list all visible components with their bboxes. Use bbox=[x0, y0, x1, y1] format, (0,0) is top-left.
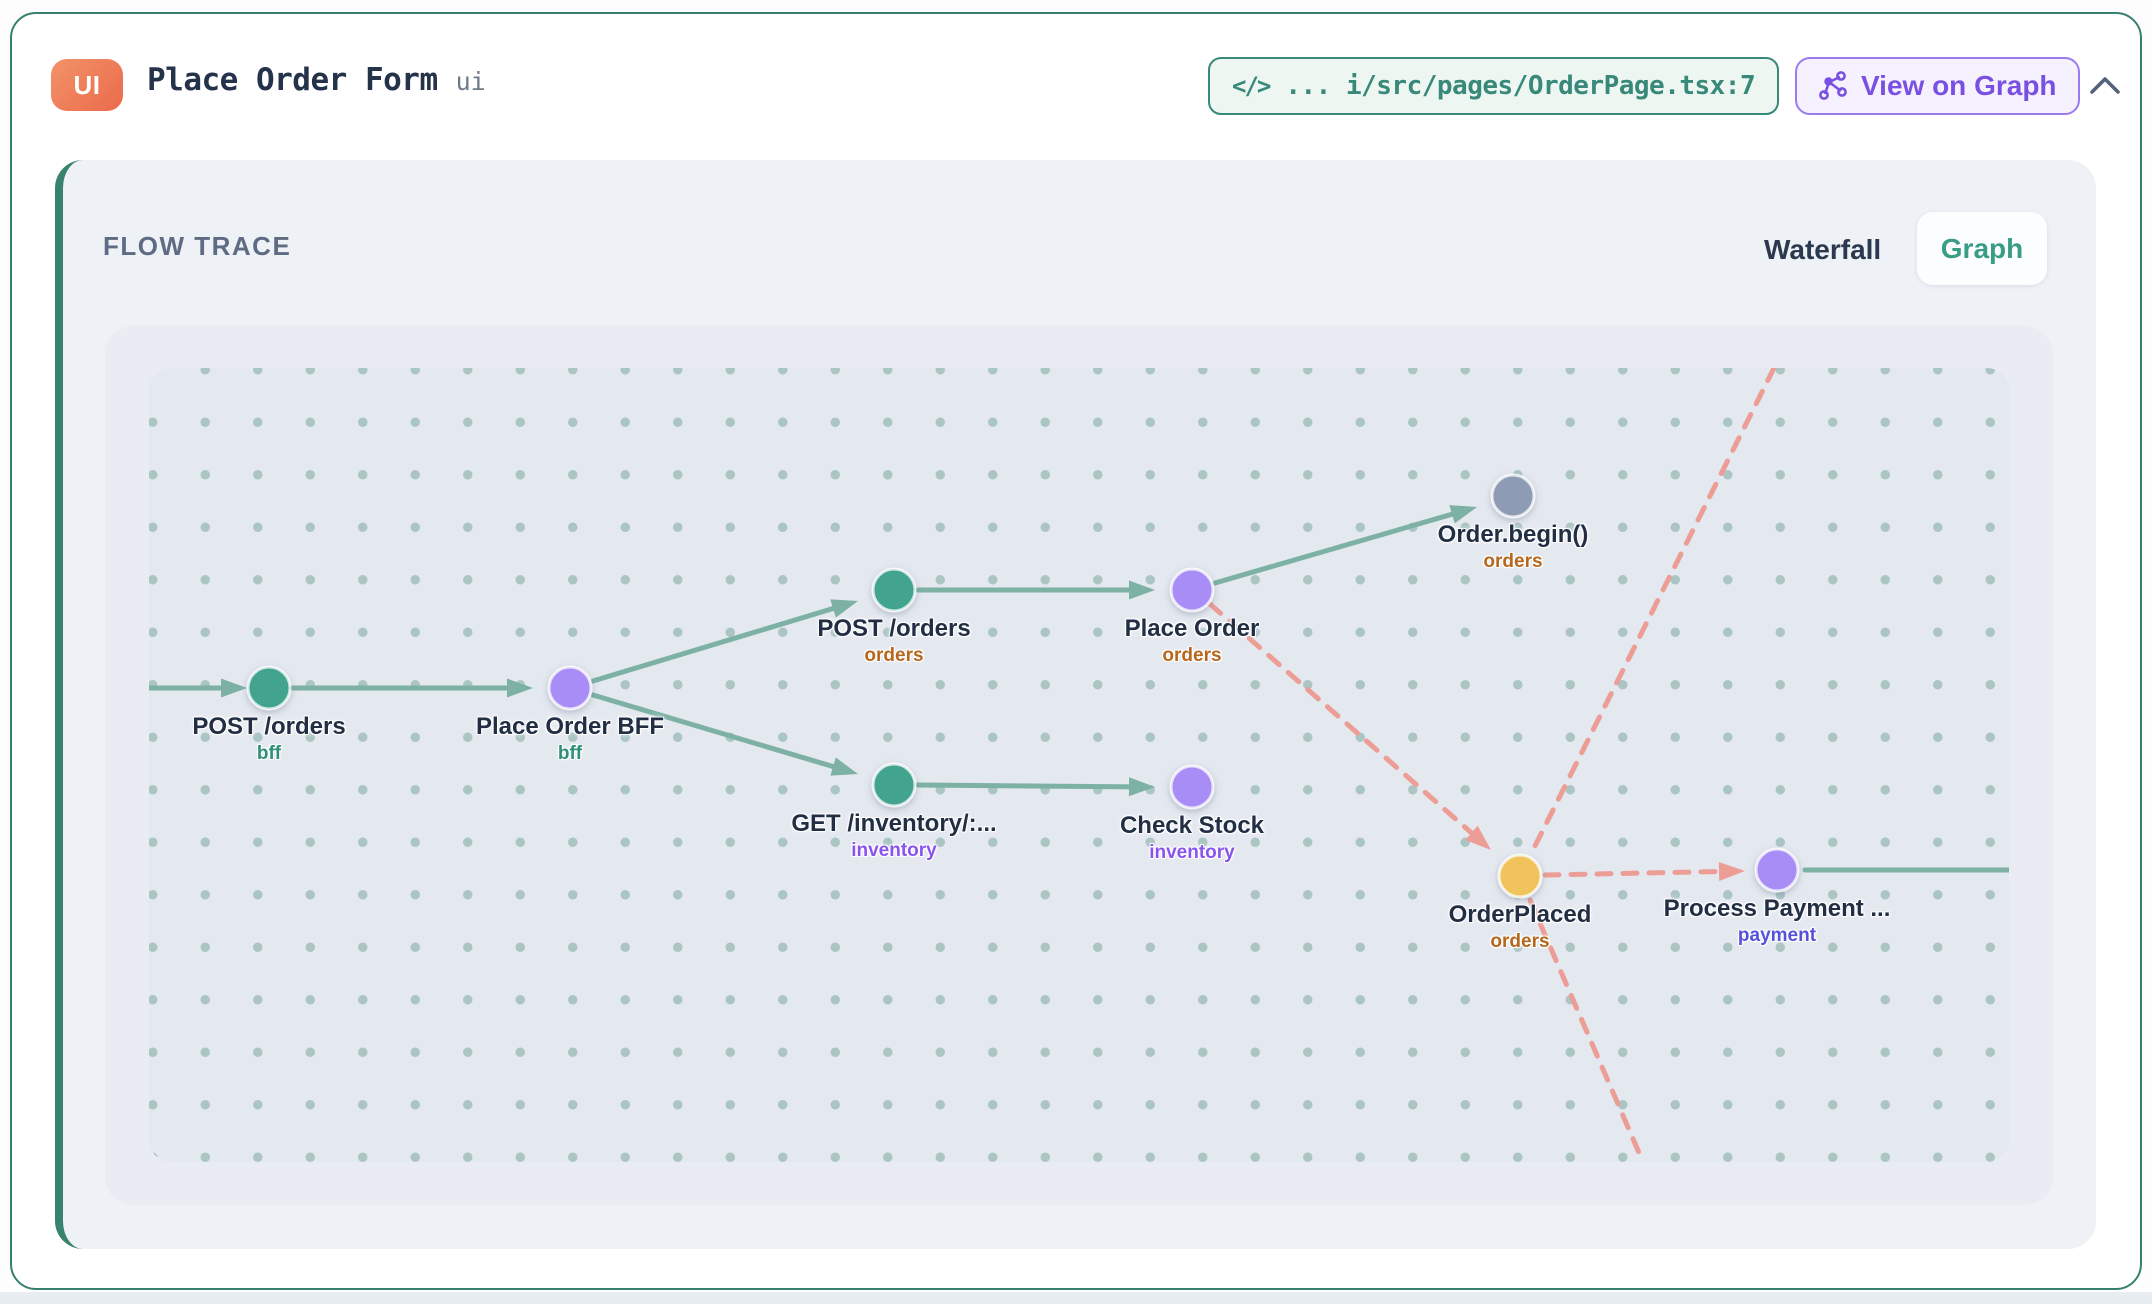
graph-node-check-stock[interactable] bbox=[1169, 764, 1215, 810]
graph-edge-arrowhead bbox=[221, 678, 247, 698]
flow-trace-title: FLOW TRACE bbox=[103, 231, 292, 261]
graph-node-post-orders-bff[interactable] bbox=[246, 665, 292, 711]
source-file-path: ... i/src/pages/OrderPage.tsx:7 bbox=[1285, 71, 1756, 101]
entity-type-label: ui bbox=[455, 67, 486, 96]
graph-edge-arrowhead bbox=[1128, 777, 1155, 797]
flow-graph bbox=[149, 368, 2009, 1162]
view-on-graph-button[interactable]: View on Graph bbox=[1795, 57, 2080, 115]
source-file-chip[interactable]: </> ... i/src/pages/OrderPage.tsx:7 bbox=[1208, 57, 1780, 115]
page-title: Place Order Form bbox=[147, 62, 438, 98]
graph-edge-arrowhead bbox=[1465, 825, 1491, 850]
graph-node-process-payment[interactable] bbox=[1754, 847, 1800, 893]
graph-edge bbox=[590, 692, 842, 771]
graph-edge-arrowhead bbox=[1129, 580, 1155, 600]
graph-canvas[interactable]: POST /orders bff Place Order BFF bff POST /o… bbox=[149, 368, 2009, 1162]
graph-edge bbox=[1212, 510, 1461, 586]
graph-node-order-placed[interactable] bbox=[1497, 853, 1543, 899]
graph-node-post-orders[interactable] bbox=[871, 567, 917, 613]
tab-waterfall[interactable]: Waterfall bbox=[1758, 233, 1887, 267]
graph-edge-async bbox=[1527, 897, 1646, 1162]
graph-node-place-order-bff[interactable] bbox=[547, 665, 593, 711]
graph-node-place-order[interactable] bbox=[1169, 567, 1215, 613]
graph-edge-arrowhead bbox=[830, 599, 858, 618]
graph-edge-async bbox=[1207, 601, 1479, 840]
graph-edge-arrowhead bbox=[1449, 505, 1477, 524]
tab-graph[interactable]: Graph bbox=[1917, 212, 2047, 285]
graph-edge bbox=[590, 604, 842, 684]
graph-node-get-inventory[interactable] bbox=[871, 762, 917, 808]
graph-edge-arrowhead bbox=[830, 757, 858, 776]
code-icon: </> bbox=[1232, 72, 1271, 100]
graph-node-order-begin[interactable] bbox=[1490, 473, 1536, 519]
entity-type-badge: UI bbox=[51, 59, 123, 111]
graph-edge-arrowhead bbox=[507, 678, 533, 698]
share-nodes-icon bbox=[1819, 71, 1847, 100]
graph-edge-async bbox=[1542, 868, 1728, 878]
view-on-graph-label: View on Graph bbox=[1861, 70, 2057, 101]
graph-edge-arrowhead bbox=[1718, 862, 1745, 882]
title-row: Place Order Form ui bbox=[147, 62, 486, 98]
graph-edge-async bbox=[1528, 368, 1777, 857]
collapse-button[interactable] bbox=[2086, 68, 2124, 104]
entity-badge-label: UI bbox=[73, 69, 101, 100]
chevron-up-icon bbox=[2090, 77, 2120, 94]
graph-edge bbox=[915, 782, 1138, 790]
footer-strip bbox=[0, 1292, 2152, 1304]
